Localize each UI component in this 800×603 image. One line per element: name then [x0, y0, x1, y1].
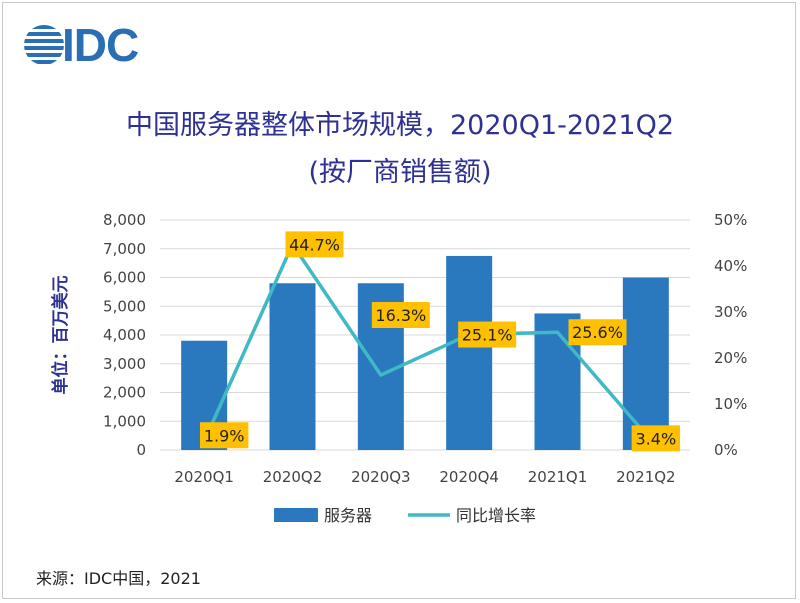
- legend-label: 服务器: [324, 506, 372, 525]
- y2-tick-label: 10%: [714, 395, 747, 413]
- idc-logo-icon: [24, 25, 64, 64]
- legend-label: 同比增长率: [456, 506, 536, 525]
- logo-text: IDC: [62, 19, 139, 71]
- y-tick-label: 5,000: [103, 297, 146, 315]
- y-tick-label: 8,000: [103, 211, 146, 229]
- chart-subtitle: (按厂商销售额): [308, 157, 492, 188]
- y-tick-label: 0: [136, 441, 146, 459]
- data-label-box: [458, 321, 517, 348]
- y2-tick-label: 30%: [714, 303, 747, 321]
- data-label-box: [631, 425, 681, 452]
- y-tick-label: 3,000: [103, 355, 146, 373]
- bar: [446, 255, 493, 450]
- data-label-box: [285, 231, 344, 258]
- data-label: 44.7%: [289, 235, 340, 254]
- x-tick-label: 2020Q3: [351, 468, 411, 486]
- y2-tick-label: 0%: [714, 441, 738, 459]
- source-note: 来源：IDC中国，2021: [36, 569, 201, 588]
- y2-tick-label: 40%: [714, 257, 747, 275]
- y-axis-label: 单位：百万美元: [50, 276, 71, 395]
- x-tick-label: 2020Q2: [263, 468, 323, 486]
- data-label: 1.9%: [204, 426, 245, 445]
- growth-line: [202, 242, 648, 442]
- x-tick-label: 2021Q1: [528, 468, 588, 486]
- x-tick-label: 2020Q4: [439, 468, 499, 486]
- x-tick-label: 2021Q2: [616, 468, 676, 486]
- chart-title: 中国服务器整体市场规模，2020Q1-2021Q2: [125, 110, 675, 141]
- data-label: 25.1%: [462, 326, 513, 345]
- data-label: 3.4%: [636, 429, 677, 448]
- x-tick-label: 2020Q1: [174, 468, 234, 486]
- y-tick-label: 1,000: [103, 412, 146, 430]
- data-label: 25.6%: [572, 323, 623, 342]
- y2-tick-label: 20%: [714, 349, 747, 367]
- data-label-box: [568, 319, 627, 346]
- data-label-box: [199, 422, 249, 449]
- bar: [622, 277, 669, 450]
- y2-tick-label: 50%: [714, 211, 747, 229]
- legend-bar-swatch: [274, 508, 318, 522]
- y-tick-label: 2,000: [103, 384, 146, 402]
- y-tick-label: 6,000: [103, 269, 146, 287]
- y-tick-label: 7,000: [103, 240, 146, 258]
- y-tick-label: 4,000: [103, 326, 146, 344]
- data-label-box: [371, 302, 430, 329]
- data-label: 16.3%: [375, 306, 426, 325]
- bar: [269, 283, 316, 450]
